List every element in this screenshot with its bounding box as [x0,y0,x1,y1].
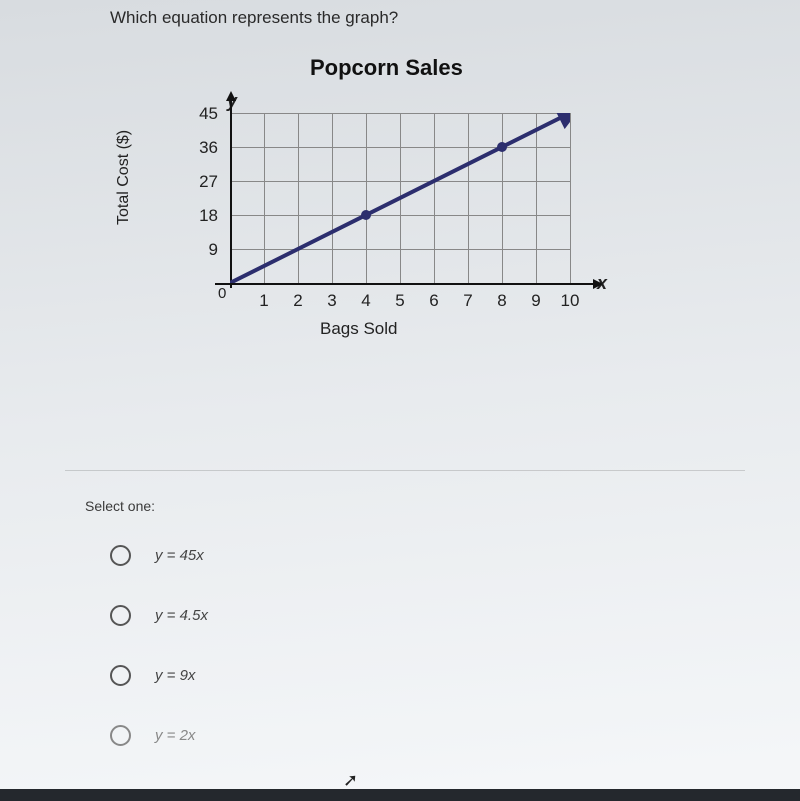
x-tick-label: 5 [390,291,410,311]
gridline-v [298,113,299,283]
y-tick-label: 36 [188,138,218,158]
option-label: y = 9x [155,667,195,684]
question-text: Which equation represents the graph? [110,8,398,28]
x-tick-label: 9 [526,291,546,311]
option-2[interactable]: y = 4.5x [110,605,208,626]
gridline-v [434,113,435,283]
gridline-v [332,113,333,283]
y-axis-arrow-icon [226,91,236,101]
y-tick-label: 18 [188,206,218,226]
x-tick-label: 4 [356,291,376,311]
x-tick-label: 8 [492,291,512,311]
x-axis-arrow-icon [593,279,603,289]
gridline-v [468,113,469,283]
radio-icon[interactable] [110,725,131,746]
radio-icon[interactable] [110,545,131,566]
y-tick-label: 9 [188,240,218,260]
gridline-v [366,113,367,283]
y-axis-line [230,93,232,288]
chart-grid: 0 45 36 27 18 9 1 2 3 4 5 6 7 8 9 10 [230,113,570,283]
x-tick-label: 3 [322,291,342,311]
chart-title: Popcorn Sales [310,55,463,81]
x-tick-label: 1 [254,291,274,311]
option-label: y = 45x [155,547,204,564]
gridline-v [502,113,503,283]
x-tick-label: 10 [560,291,580,311]
option-label: y = 2x [155,727,195,744]
x-tick-label: 6 [424,291,444,311]
option-4[interactable]: y = 2x [110,725,195,746]
bottom-bar [0,789,800,801]
gridline-v [264,113,265,283]
divider [65,470,745,471]
x-axis-line [215,283,595,285]
option-1[interactable]: y = 45x [110,545,204,566]
y-axis-title: Total Cost ($) [115,130,133,225]
radio-icon[interactable] [110,605,131,626]
cursor-icon: ➚ [343,770,358,791]
x-tick-label: 2 [288,291,308,311]
option-label: y = 4.5x [155,607,208,624]
gridline-v [570,113,571,283]
option-3[interactable]: y = 9x [110,665,195,686]
origin-label: 0 [218,285,226,302]
y-tick-label: 45 [188,104,218,124]
gridline-v [400,113,401,283]
select-one-label: Select one: [85,498,155,514]
radio-icon[interactable] [110,665,131,686]
gridline-v [536,113,537,283]
y-tick-label: 27 [188,172,218,192]
x-tick-label: 7 [458,291,478,311]
x-axis-title: Bags Sold [320,319,398,339]
